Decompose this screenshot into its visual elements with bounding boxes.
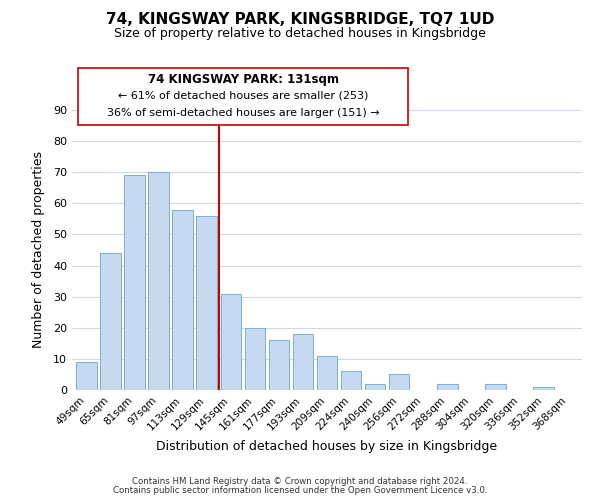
Bar <box>172 210 193 390</box>
Text: ← 61% of detached houses are smaller (253): ← 61% of detached houses are smaller (25… <box>118 91 368 101</box>
Bar <box>341 372 361 390</box>
Y-axis label: Number of detached properties: Number of detached properties <box>32 152 44 348</box>
Bar <box>293 334 313 390</box>
Bar <box>485 384 506 390</box>
Bar <box>269 340 289 390</box>
Bar <box>245 328 265 390</box>
Bar <box>76 362 97 390</box>
Bar <box>124 176 145 390</box>
Text: 74 KINGSWAY PARK: 131sqm: 74 KINGSWAY PARK: 131sqm <box>148 74 338 86</box>
Bar <box>365 384 385 390</box>
Bar <box>221 294 241 390</box>
Bar <box>389 374 409 390</box>
Bar <box>100 253 121 390</box>
Bar <box>148 172 169 390</box>
Bar <box>317 356 337 390</box>
Bar <box>196 216 217 390</box>
X-axis label: Distribution of detached houses by size in Kingsbridge: Distribution of detached houses by size … <box>157 440 497 453</box>
Bar <box>437 384 458 390</box>
Text: Contains public sector information licensed under the Open Government Licence v3: Contains public sector information licen… <box>113 486 487 495</box>
Text: Size of property relative to detached houses in Kingsbridge: Size of property relative to detached ho… <box>114 28 486 40</box>
Bar <box>533 387 554 390</box>
Text: Contains HM Land Registry data © Crown copyright and database right 2024.: Contains HM Land Registry data © Crown c… <box>132 477 468 486</box>
Text: 36% of semi-detached houses are larger (151) →: 36% of semi-detached houses are larger (… <box>107 108 379 118</box>
Text: 74, KINGSWAY PARK, KINGSBRIDGE, TQ7 1UD: 74, KINGSWAY PARK, KINGSBRIDGE, TQ7 1UD <box>106 12 494 28</box>
